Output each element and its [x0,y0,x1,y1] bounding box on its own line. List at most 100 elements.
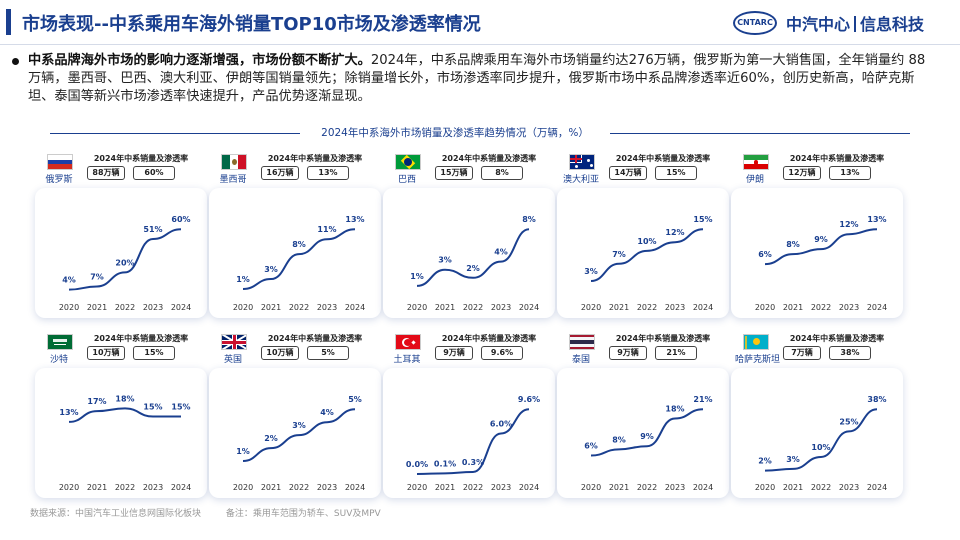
data-label: 4% [320,408,334,417]
card-header: 俄罗斯 2024年中系销量及渗透率 88万辆 60% [35,150,207,185]
x-tick-label: 2020 [233,483,253,492]
x-tick-label: 2021 [435,483,455,492]
line-chart: 2% 2020 3% 2021 10% 2022 25% 2023 38% 2024 [755,395,887,492]
x-tick-label: 2022 [289,303,309,312]
chart-panel: 0.0% 2020 0.1% 2021 0.3% 2022 6.0% 2023 9.6% 2024 [383,368,555,498]
section-divider-right [610,133,910,134]
data-label: 1% [236,275,250,284]
data-label: 8% [786,240,800,249]
bullet-icon [12,58,19,65]
data-label: 13% [345,215,364,224]
sales-pill: 10万辆 [261,346,299,360]
data-label: 51% [143,225,162,234]
x-tick-label: 2021 [783,483,803,492]
data-label: 3% [584,267,598,276]
data-label: 6% [758,250,772,259]
x-tick-label: 2022 [811,483,831,492]
data-label: 7% [612,250,626,259]
summary-paragraph: 中系品牌海外市场的影响力逐渐增强，市场份额不断扩大。2024年，中系品牌乘用车海… [28,52,928,106]
x-tick-label: 2020 [407,483,427,492]
summary-text: 2024年，中系品牌乘用车海外市场销量约达276万辆，俄罗斯为第一大销售国，全年… [28,53,926,104]
x-tick-label: 2021 [609,483,629,492]
country-name: 伊朗 [745,175,764,185]
x-tick-label: 2022 [637,303,657,312]
rate-pill: 21% [655,346,697,360]
x-tick-label: 2020 [59,303,79,312]
header-divider [0,44,960,45]
metric-title: 2024年中系销量及渗透率 [93,154,189,163]
section-divider-left [50,133,300,134]
data-label: 4% [62,276,76,285]
sales-pill: 16万辆 [261,166,299,180]
metric-title: 2024年中系销量及渗透率 [267,154,363,163]
data-label: 1% [236,447,250,456]
footer-note: 备注：乘用车范围为轿车、SUV及MPV [225,509,381,519]
series-line [764,408,878,472]
x-tick-label: 2022 [811,303,831,312]
x-tick-label: 2020 [407,303,427,312]
x-tick-label: 2022 [115,303,135,312]
x-tick-label: 2020 [581,483,601,492]
data-label: 0.3% [462,458,484,467]
sales-pill: 9万辆 [609,346,647,360]
x-tick-label: 2020 [233,303,253,312]
series-line [590,408,704,457]
chart-card: 墨西哥 2024年中系销量及渗透率 16万辆 13% 1% 2020 3% 2021 8% 202… [209,150,381,320]
x-tick-label: 2021 [261,303,281,312]
line-chart: 1% 2020 3% 2021 2% 2022 4% 2023 8% 2024 [407,215,539,312]
data-label: 13% [59,408,78,417]
card-header: 巴西 2024年中系销量及渗透率 15万辆 8% [383,150,555,185]
series-line [242,408,356,463]
chart-panel: 4% 2020 7% 2021 20% 2022 51% 2023 60% 2024 [35,188,207,318]
country-name: 巴西 [397,175,416,185]
x-tick-label: 2021 [783,303,803,312]
line-chart: 6% 2020 8% 2021 9% 2022 18% 2023 21% 2024 [581,395,713,492]
x-tick-label: 2022 [289,483,309,492]
country-name: 泰国 [571,355,590,365]
line-chart: 4% 2020 7% 2021 20% 2022 51% 2023 60% 2024 [59,215,191,312]
x-tick-label: 2023 [491,483,511,492]
chart-panel: 2% 2020 3% 2021 10% 2022 25% 2023 38% 2024 [731,368,903,498]
x-tick-label: 2023 [491,303,511,312]
x-tick-label: 2024 [867,303,887,312]
x-tick-label: 2024 [693,483,713,492]
rate-pill: 38% [829,346,871,360]
uk-flag-icon [221,334,247,350]
card-header: 伊朗 2024年中系销量及渗透率 12万辆 13% [731,150,903,185]
sales-pill: 7万辆 [783,346,821,360]
x-tick-label: 2024 [171,483,191,492]
data-label: 0.1% [434,459,456,468]
x-tick-label: 2022 [115,483,135,492]
rate-pill: 13% [307,166,349,180]
series-line [242,228,356,291]
line-chart: 13% 2020 17% 2021 18% 2022 15% 2023 15% 2024 [59,394,191,492]
data-label: 8% [292,240,306,249]
x-tick-label: 2020 [755,303,775,312]
x-tick-label: 2021 [609,303,629,312]
country-name: 俄罗斯 [45,175,73,185]
x-tick-label: 2023 [665,303,685,312]
x-tick-label: 2024 [345,303,365,312]
footer: 数据来源：中国汽车工业信息网国际化板块 备注：乘用车范围为轿车、SUV及MPV [30,506,403,519]
card-header: 沙特 2024年中系销量及渗透率 10万辆 15% [35,330,207,365]
country-name: 墨西哥 [219,175,247,185]
rate-pill: 5% [307,346,349,360]
line-chart: 6% 2020 8% 2021 9% 2022 12% 2023 13% 2024 [755,215,887,312]
mexico-flag-icon [221,154,247,170]
data-label: 12% [839,220,858,229]
x-tick-label: 2021 [87,303,107,312]
data-label: 7% [90,272,104,281]
country-name: 哈萨克斯坦 [735,355,781,365]
data-label: 20% [115,258,134,267]
data-label: 12% [665,228,684,237]
x-tick-label: 2022 [637,483,657,492]
chart-card: 伊朗 2024年中系销量及渗透率 12万辆 13% 6% 2020 8% 2021 9% 2022… [731,150,903,320]
data-label: 2% [466,264,480,273]
brand-right: 信息科技 [860,15,925,34]
rate-pill: 13% [829,166,871,180]
x-tick-label: 2024 [171,303,191,312]
x-tick-label: 2020 [755,483,775,492]
title-accent-bar [6,9,11,35]
x-tick-label: 2023 [143,303,163,312]
kazakhstan-flag-icon [743,334,769,350]
